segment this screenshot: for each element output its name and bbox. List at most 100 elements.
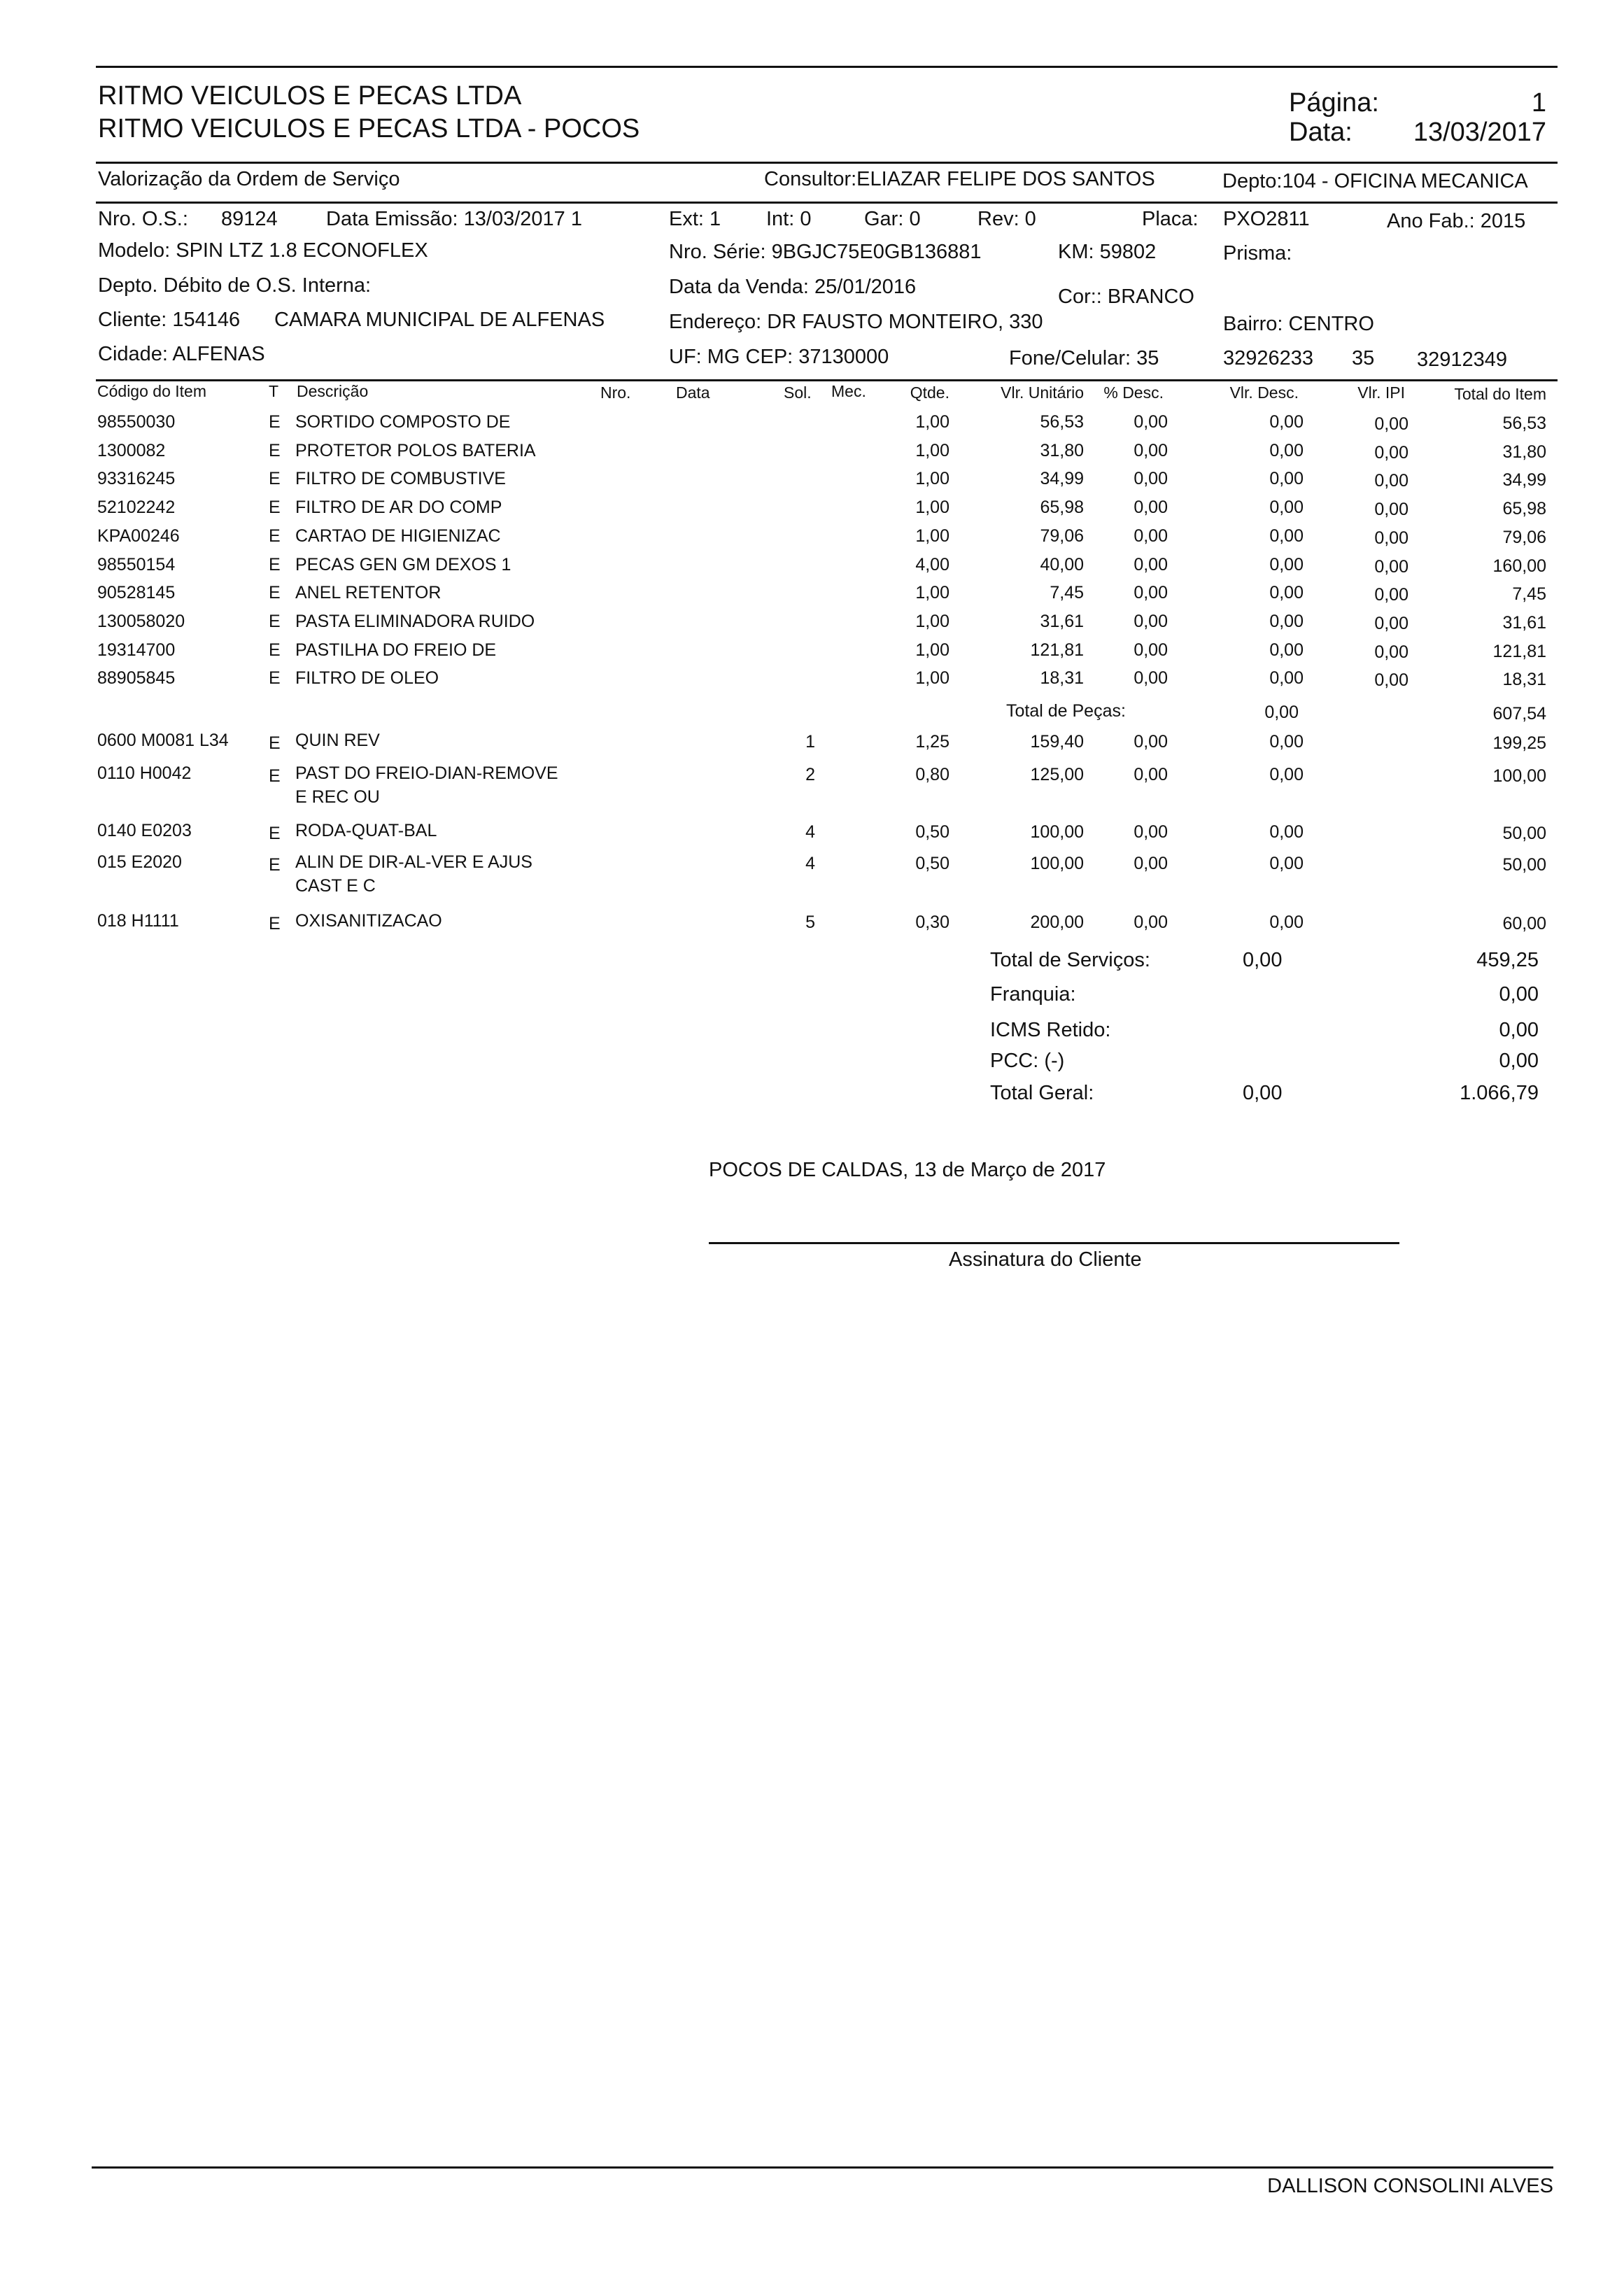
plate-label: Placa: [1142, 208, 1199, 230]
year-manufactured: Ano Fab.: 2015 [1387, 210, 1526, 232]
item-ipi: 0,00 [1374, 670, 1408, 691]
item-unit-value: 7,45 [1050, 583, 1084, 603]
total-row: Total de Serviços: 0,00 459,25 [0, 0, 1624, 971]
item-ipi: 0,00 [1374, 471, 1408, 491]
service-row: 0140 E0203 E RODA-QUAT-BAL 4 0,50 100,00 0,00 0… [0, 0, 1624, 843]
part-row: 130058020 E PASTA ELIMINADORA RUIDO 1,00 31,… [0, 0, 1624, 632]
signature-label: Assinatura do Cliente [949, 1248, 1142, 1271]
service-row: 0600 M0081 L34 E QUIN REV 1 1,25 159,40 0,00 0,… [0, 0, 1624, 752]
item-total: 34,99 [1502, 470, 1546, 491]
service-total: 60,00 [1502, 914, 1546, 933]
item-discount-pct: 0,00 [1134, 668, 1168, 689]
item-description: CARTAO DE HIGIENIZAC [295, 526, 501, 546]
total-row: ICMS Retido: 0,00 [0, 0, 1624, 1041]
page-number: 1 [1531, 88, 1546, 118]
total-discount: 0,00 [1243, 949, 1283, 971]
service-row: 018 H1111 E OXISANITIZACAO 5 0,30 200,00 0,00 0… [0, 0, 1624, 933]
signature-line [709, 1242, 1399, 1244]
item-unit-value: 31,61 [1040, 611, 1084, 631]
item-ipi: 0,00 [1374, 414, 1408, 434]
bottom-rule [92, 2166, 1553, 2169]
service-discount-pct: 0,00 [1134, 732, 1168, 752]
service-row: 0110 H0042 E PAST DO FREIO-DIAN-REMOVE E RE… [0, 0, 1624, 806]
item-code: 52102242 [97, 498, 176, 518]
service-type: E [269, 824, 281, 843]
item-code: 90528145 [97, 583, 176, 603]
item-description: SORTIDO COMPOSTO DE [295, 412, 511, 432]
os-number: 89124 [221, 208, 278, 230]
item-qty: 1,00 [915, 583, 949, 603]
service-discount-value: 0,00 [1269, 732, 1304, 752]
service-unit-value: 200,00 [1030, 912, 1084, 932]
plate-value: PXO2811 [1223, 208, 1310, 230]
item-qty: 4,00 [915, 554, 949, 574]
item-code: 130058020 [97, 611, 185, 631]
client-name: CAMARA MUNICIPAL DE ALFENAS [274, 309, 605, 331]
table-rule [96, 379, 1558, 381]
debit-department: Depto. Débito de O.S. Interna: [98, 274, 372, 297]
item-unit-value: 31,80 [1040, 440, 1084, 460]
service-total: 100,00 [1492, 766, 1546, 786]
service-description: QUIN REV [295, 731, 380, 750]
item-discount-pct: 0,00 [1134, 583, 1168, 603]
item-total: 121,81 [1492, 641, 1546, 661]
service-code: 015 E2020 [97, 852, 182, 872]
total-value: 0,00 [1499, 1019, 1539, 1041]
item-description: PASTA ELIMINADORA RUIDO [295, 611, 535, 631]
section-rule-bottom [96, 202, 1558, 204]
company-name: RITMO VEICULOS E PECAS LTDA [98, 81, 522, 111]
part-row: 52102242 E FILTRO DE AR DO COMP 1,00 65,98 0,… [0, 0, 1624, 519]
client-id: Cliente: 154146 [98, 309, 241, 331]
item-qty: 1,00 [915, 526, 949, 546]
col-type: T [269, 382, 279, 400]
service-qty: 0,80 [915, 765, 949, 784]
service-code: 0600 M0081 L34 [97, 731, 229, 750]
col-ipi: Vlr. IPI [1357, 383, 1405, 402]
total-value: 459,25 [1476, 949, 1539, 971]
col-code: Código do Item [97, 382, 206, 400]
address: Endereço: DR FAUSTO MONTEIRO, 330 [669, 311, 1043, 333]
service-qty: 0,50 [915, 822, 949, 842]
item-description: PASTILHA DO FREIO DE [295, 640, 497, 660]
col-discount-pct: % Desc. [1103, 383, 1164, 402]
item-qty: 1,00 [915, 611, 949, 631]
item-type: E [269, 611, 281, 631]
part-row: 88905845 E FILTRO DE OLEO 1,00 18,31 0,00 0,00… [0, 0, 1624, 689]
item-discount-value: 0,00 [1269, 526, 1304, 546]
item-code: 93316245 [97, 469, 176, 489]
item-ipi: 0,00 [1374, 500, 1408, 520]
service-qty: 0,50 [915, 854, 949, 873]
service-unit-value: 100,00 [1030, 822, 1084, 842]
service-discount-pct: 0,00 [1134, 912, 1168, 932]
item-discount-value: 0,00 [1269, 640, 1304, 660]
service-sol: 5 [805, 912, 815, 932]
neighborhood: Bairro: CENTRO [1223, 313, 1374, 335]
item-ipi: 0,00 [1374, 556, 1408, 577]
item-code: 88905845 [97, 668, 176, 689]
service-description: OXISANITIZACAO [295, 911, 442, 931]
item-type: E [269, 526, 281, 546]
service-discount-pct: 0,00 [1134, 765, 1168, 784]
item-unit-value: 121,81 [1030, 640, 1084, 660]
part-row: 98550030 E SORTIDO COMPOSTO DE 1,00 56,53 0,0… [0, 0, 1624, 433]
consultor: Consultor:ELIAZAR FELIPE DOS SANTOS [764, 168, 1155, 190]
item-qty: 1,00 [915, 469, 949, 489]
total-label: ICMS Retido: [990, 1019, 1111, 1041]
date-value: 13/03/2017 [1413, 118, 1546, 147]
service-discount-value: 0,00 [1269, 912, 1304, 932]
item-discount-value: 0,00 [1269, 554, 1304, 574]
parts-total-label: Total de Peças: [1006, 701, 1126, 721]
total-label: Total Geral: [990, 1082, 1094, 1104]
model: Modelo: SPIN LTZ 1.8 ECONOFLEX [98, 239, 428, 262]
parts-total-value: 607,54 [1492, 704, 1546, 724]
service-code: 018 H1111 [97, 911, 179, 931]
item-type: E [269, 554, 281, 574]
city: Cidade: ALFENAS [98, 343, 265, 365]
item-type: E [269, 583, 281, 603]
item-unit-value: 79,06 [1040, 526, 1084, 546]
service-unit-value: 159,40 [1030, 732, 1084, 752]
part-row: 1300082 E PROTETOR POLOS BATERIA 1,00 31,80 0… [0, 0, 1624, 461]
part-row: 93316245 E FILTRO DE COMBUSTIVE 1,00 34,99 0,… [0, 0, 1624, 490]
place-date: POCOS DE CALDAS, 13 de Março de 2017 [709, 1159, 1106, 1181]
item-type: E [269, 640, 281, 660]
